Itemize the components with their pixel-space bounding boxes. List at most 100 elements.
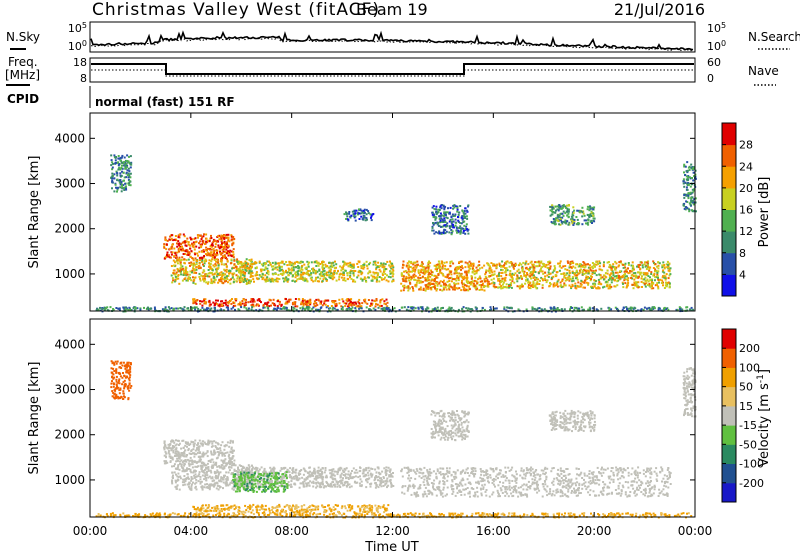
range-gate-cell xyxy=(663,274,666,277)
range-gate-cell xyxy=(530,277,533,280)
range-gate-cell xyxy=(566,207,569,210)
range-gate-cell xyxy=(559,206,562,209)
range-gate-cell xyxy=(243,274,246,277)
range-gate-cell xyxy=(179,477,182,480)
range-gate-cell xyxy=(154,308,156,311)
range-gate-cell xyxy=(199,277,201,280)
range-gate-cell xyxy=(451,218,454,221)
range-gate-cell xyxy=(330,264,333,267)
range-gate-cell xyxy=(558,269,561,272)
range-gate-cell xyxy=(324,272,326,275)
range-gate-cell xyxy=(536,283,539,286)
cpid-mode-text: normal (fast) 151 RF xyxy=(95,95,235,109)
range-gate-cell xyxy=(381,274,384,276)
range-gate-cell xyxy=(338,298,341,301)
range-gate-cell xyxy=(513,273,516,276)
range-gate-cell xyxy=(493,285,496,288)
range-gate-cell xyxy=(686,201,689,203)
range-gate-cell xyxy=(581,265,584,268)
range-gate-cell xyxy=(391,262,394,265)
range-gate-cell xyxy=(219,250,222,253)
range-gate-cell xyxy=(591,262,594,264)
range-gate-cell xyxy=(245,258,248,261)
range-gate-cell xyxy=(637,271,640,274)
range-gate-cell xyxy=(335,266,337,269)
range-gate-cell xyxy=(199,279,202,282)
range-gate-cell xyxy=(694,169,697,172)
range-gate-cell xyxy=(573,272,576,275)
range-gate-cell xyxy=(206,450,209,453)
range-gate-cell xyxy=(384,268,387,270)
range-gate-cell xyxy=(239,301,242,304)
range-gate-cell xyxy=(576,218,579,221)
range-gate-cell xyxy=(566,278,568,281)
range-gate-cell xyxy=(214,451,217,454)
range-gate-cell xyxy=(578,222,581,225)
range-gate-cell xyxy=(115,171,118,174)
range-gate-cell xyxy=(500,275,503,277)
range-gate-cell xyxy=(223,234,226,237)
range-gate-cell xyxy=(201,453,204,456)
range-gate-cell xyxy=(622,286,625,289)
range-gate-cell xyxy=(591,285,594,288)
range-gate-cell xyxy=(442,232,445,234)
range-gate-cell xyxy=(571,284,574,287)
range-gate-cell xyxy=(460,289,463,292)
range-gate-cell xyxy=(355,302,358,305)
range-gate-cell xyxy=(389,262,392,265)
range-gate-cell xyxy=(246,267,249,269)
range-gate-cell xyxy=(226,246,229,249)
range-gate-cell xyxy=(538,283,541,285)
range-gate-cell xyxy=(203,260,206,262)
range-gate-cell xyxy=(371,302,374,305)
range-gate-cell xyxy=(179,455,182,458)
range-gate-cell xyxy=(176,450,179,453)
range-gate-cell xyxy=(295,280,298,283)
range-gate-cell xyxy=(374,308,377,311)
range-gate-cell xyxy=(400,272,403,275)
range-gate-cell xyxy=(564,221,567,224)
range-gate-cell xyxy=(354,307,357,310)
range-gate-cell xyxy=(449,265,452,267)
range-gate-cell xyxy=(197,449,200,452)
range-gate-cell xyxy=(209,303,212,306)
range-gate-cell xyxy=(352,274,355,277)
range-gate-cell xyxy=(456,287,459,290)
range-gate-cell xyxy=(365,217,368,220)
range-gate-cell xyxy=(124,167,127,170)
range-gate-cell xyxy=(627,267,629,270)
range-gate-cell xyxy=(569,266,572,269)
range-gate-cell xyxy=(410,278,412,281)
range-gate-cell xyxy=(633,278,636,281)
range-gate-cell xyxy=(233,459,236,462)
range-gate-cell xyxy=(307,273,310,276)
range-gate-cell xyxy=(376,303,379,306)
range-gate-cell xyxy=(489,267,492,270)
range-gate-cell xyxy=(657,270,660,273)
range-gate-cell xyxy=(330,272,333,275)
range-gate-cell xyxy=(522,261,525,264)
range-gate-cell xyxy=(305,307,308,310)
range-gate-cell xyxy=(480,286,483,288)
range-gate-cell xyxy=(547,272,550,275)
range-gate-cell xyxy=(209,237,212,240)
range-gate-cell xyxy=(242,298,245,301)
range-gate-cell xyxy=(553,265,556,268)
range-gate-cell xyxy=(596,287,599,290)
range-gate-cell xyxy=(559,260,562,263)
range-gate-cell xyxy=(440,267,443,270)
range-gate-cell xyxy=(495,264,498,267)
range-gate-cell xyxy=(172,269,175,272)
range-gate-cell xyxy=(199,259,201,262)
range-gate-cell xyxy=(300,271,303,274)
range-gate-cell xyxy=(469,267,472,270)
range-gate-cell xyxy=(343,277,346,280)
range-gate-cell xyxy=(286,264,289,267)
range-gate-cell xyxy=(578,210,581,213)
range-gate-cell xyxy=(129,162,132,165)
range-gate-cell xyxy=(452,223,454,226)
range-gate-cell xyxy=(223,459,225,462)
range-gate-cell xyxy=(123,161,126,163)
range-gate-cell xyxy=(595,308,598,311)
range-gate-cell xyxy=(228,253,231,255)
